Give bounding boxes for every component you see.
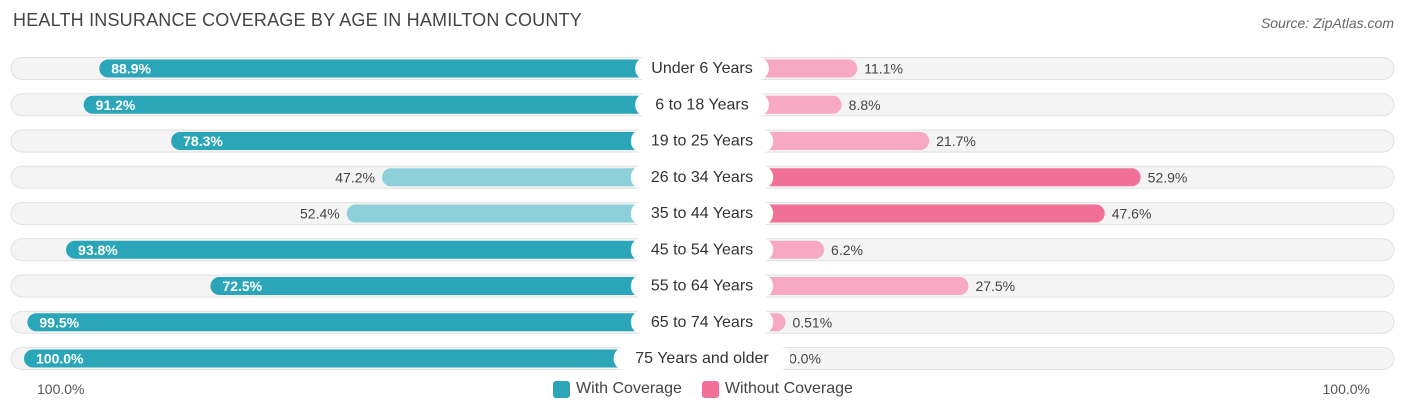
without-coverage-value: 11.1%	[864, 61, 903, 77]
with-coverage-value: 100.0%	[36, 351, 84, 367]
without-coverage-bar	[702, 168, 1141, 187]
category-label: Under 6 Years	[651, 60, 752, 77]
legend-item-with-coverage[interactable]: With Coverage	[553, 380, 682, 398]
chart-area: 88.9% 11.1% Under 6 Years 91.2% 8.8% 6 to 18 …	[10, 56, 1395, 371]
with-coverage-value: 93.8%	[78, 242, 118, 258]
with-coverage-value: 78.3%	[183, 133, 223, 149]
category-pill	[630, 165, 774, 190]
with-coverage-bar	[83, 95, 702, 114]
without-coverage-value: 52.9%	[1148, 169, 1188, 185]
without-coverage-swatch	[701, 380, 719, 398]
category-label: 35 to 44 Years	[651, 205, 753, 222]
legend: With Coverage Without Coverage	[0, 380, 1406, 398]
category-label: 26 to 34 Years	[651, 169, 753, 186]
with-coverage-bar	[99, 59, 703, 78]
category-pill	[630, 310, 774, 335]
category-label: 75 Years and older	[635, 350, 769, 367]
with-coverage-bar	[66, 240, 702, 259]
legend-item-without-coverage[interactable]: Without Coverage	[701, 380, 853, 398]
with-coverage-bar	[346, 204, 702, 223]
category-label: 45 to 54 Years	[651, 241, 753, 258]
source-label: Source: ZipAtlas.com	[1260, 15, 1394, 31]
with-coverage-value: 91.2%	[96, 97, 136, 113]
category-pill	[630, 201, 774, 226]
with-coverage-bar	[24, 349, 702, 368]
with-coverage-value: 88.9%	[111, 61, 151, 77]
with-coverage-swatch	[553, 380, 571, 398]
without-coverage-bar	[702, 204, 1105, 223]
legend-label-without-coverage: Without Coverage	[724, 380, 853, 397]
category-label: 65 to 74 Years	[651, 314, 753, 331]
with-coverage-value: 99.5%	[39, 314, 79, 330]
with-coverage-value: 52.4%	[300, 206, 340, 222]
axis-right-label: 100.0%	[1322, 381, 1370, 397]
with-coverage-value: 72.5%	[222, 278, 262, 294]
with-coverage-bar	[210, 277, 702, 295]
without-coverage-value: 27.5%	[975, 278, 1015, 294]
category-pill	[635, 92, 769, 117]
category-label: 55 to 64 Years	[651, 278, 753, 295]
with-coverage-value: 47.2%	[335, 169, 375, 185]
without-coverage-value: 6.2%	[831, 242, 863, 258]
without-coverage-value: 47.6%	[1112, 206, 1152, 222]
without-coverage-value: 21.7%	[936, 133, 976, 149]
category-pill	[630, 129, 774, 153]
category-pill	[613, 346, 791, 371]
without-coverage-value: 0.0%	[789, 351, 821, 367]
without-coverage-value: 0.51%	[792, 314, 832, 330]
category-pill	[630, 274, 774, 298]
with-coverage-bar	[171, 132, 703, 150]
axis-left-label: 100.0%	[37, 381, 85, 397]
with-coverage-bar	[27, 313, 702, 332]
without-coverage-value: 8.8%	[849, 97, 881, 113]
category-label: 6 to 18 Years	[655, 96, 748, 113]
with-coverage-bar	[381, 168, 702, 187]
category-pill	[635, 56, 769, 81]
legend-label-with-coverage: With Coverage	[576, 380, 682, 397]
category-label: 19 to 25 Years	[651, 133, 753, 150]
category-pill	[630, 237, 774, 262]
chart-title: HEALTH INSURANCE COVERAGE BY AGE IN HAMI…	[13, 10, 582, 30]
